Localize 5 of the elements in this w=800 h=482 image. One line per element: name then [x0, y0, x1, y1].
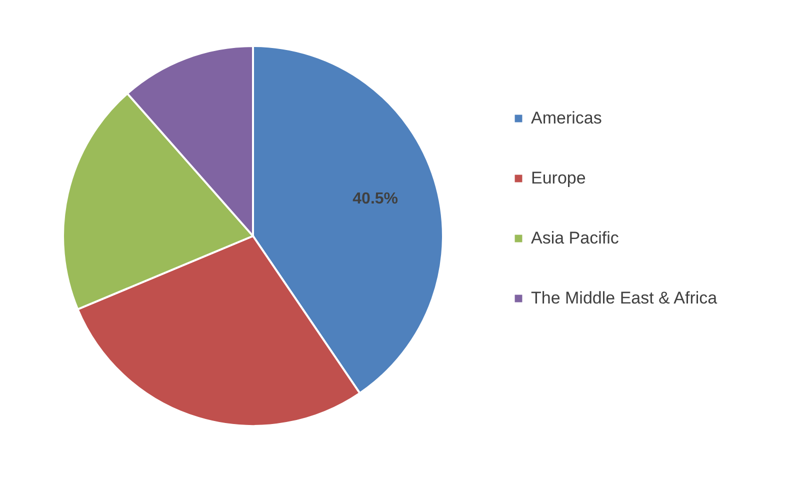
legend-label: Americas	[531, 108, 602, 128]
data-label: 40.5%	[352, 190, 398, 208]
legend-label: Europe	[531, 168, 586, 188]
legend-label: Asia Pacific	[531, 228, 620, 248]
legend-label: The Middle East & Africa	[531, 288, 718, 308]
